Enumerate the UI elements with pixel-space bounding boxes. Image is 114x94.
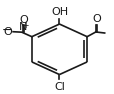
Text: +: + [22,21,28,30]
Text: OH: OH [51,7,67,17]
Text: O: O [19,15,27,25]
Text: −: − [2,24,12,37]
Text: Cl: Cl [54,82,64,92]
Text: N: N [18,22,27,32]
Text: O: O [91,14,100,24]
Text: O: O [3,27,12,37]
